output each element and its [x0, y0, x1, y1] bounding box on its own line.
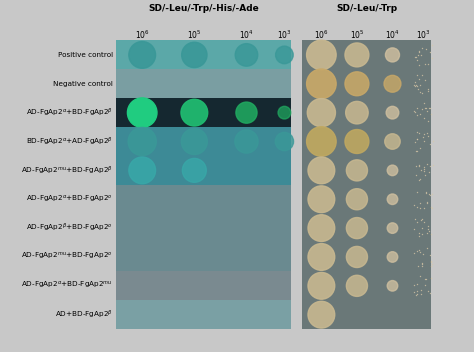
Ellipse shape [182, 128, 207, 155]
Ellipse shape [346, 189, 367, 210]
Ellipse shape [235, 130, 258, 153]
Ellipse shape [385, 134, 400, 149]
Ellipse shape [307, 127, 336, 156]
Bar [302, 69, 431, 98]
Bar [116, 214, 291, 243]
Bar [302, 98, 431, 127]
Ellipse shape [387, 223, 398, 233]
Bar [116, 185, 291, 214]
Ellipse shape [308, 272, 335, 299]
Text: SD/-Leu/-Trp: SD/-Leu/-Trp [337, 4, 397, 13]
Text: AD+BD-FgAp2$^{\beta}$: AD+BD-FgAp2$^{\beta}$ [55, 309, 113, 321]
Ellipse shape [129, 157, 155, 184]
Text: 10$^4$: 10$^4$ [239, 29, 254, 42]
Text: 10$^6$: 10$^6$ [135, 29, 150, 42]
Bar [116, 69, 291, 98]
Ellipse shape [385, 48, 400, 62]
Text: BD-FgAp2$^{\alpha}$+AD-FgAp2$^{\beta}$: BD-FgAp2$^{\alpha}$+AD-FgAp2$^{\beta}$ [26, 136, 113, 147]
Bar [116, 271, 291, 300]
Ellipse shape [386, 106, 399, 119]
Ellipse shape [387, 281, 398, 291]
Text: 10$^3$: 10$^3$ [416, 29, 431, 42]
Bar [302, 271, 431, 300]
Ellipse shape [387, 165, 398, 176]
Ellipse shape [307, 99, 336, 127]
Text: AD-FgAp2$^{\alpha}$+BD-FgAp2$^{mu}$: AD-FgAp2$^{\alpha}$+BD-FgAp2$^{mu}$ [21, 280, 113, 291]
Text: 10$^5$: 10$^5$ [187, 29, 201, 42]
Bar [302, 300, 431, 329]
Ellipse shape [308, 244, 335, 270]
Ellipse shape [384, 75, 401, 92]
Ellipse shape [345, 72, 369, 96]
Ellipse shape [346, 160, 367, 181]
Ellipse shape [346, 218, 367, 239]
Ellipse shape [346, 101, 368, 124]
Ellipse shape [308, 215, 335, 241]
Bar [302, 127, 431, 156]
Text: SD/-Leu/-Trp/-His/-Ade: SD/-Leu/-Trp/-His/-Ade [148, 4, 259, 13]
Text: AD-FgAp2$^{\alpha}$+BD-FgAp2$^{o}$: AD-FgAp2$^{\alpha}$+BD-FgAp2$^{o}$ [26, 194, 113, 205]
Text: Negative control: Negative control [53, 81, 113, 87]
Bar [116, 127, 291, 156]
Ellipse shape [236, 102, 257, 123]
Ellipse shape [308, 186, 335, 213]
Text: AD-FgAp2$^{\alpha}$+BD-FgAp2$^{\beta}$: AD-FgAp2$^{\alpha}$+BD-FgAp2$^{\beta}$ [26, 107, 113, 119]
Ellipse shape [182, 158, 206, 182]
Ellipse shape [129, 42, 155, 68]
Bar [116, 40, 291, 69]
Ellipse shape [278, 106, 291, 119]
Bar [116, 243, 291, 271]
Bar [116, 300, 291, 329]
Ellipse shape [308, 301, 335, 328]
Ellipse shape [387, 194, 398, 205]
Bar [116, 98, 291, 127]
Bar [116, 156, 291, 185]
Ellipse shape [346, 246, 367, 268]
Bar [302, 40, 431, 69]
Text: 10$^3$: 10$^3$ [277, 29, 292, 42]
Text: 10$^4$: 10$^4$ [385, 29, 400, 42]
Ellipse shape [307, 69, 336, 99]
Ellipse shape [182, 42, 207, 68]
Ellipse shape [128, 98, 157, 127]
Bar [302, 214, 431, 243]
Text: AD-FgAp2$^{\beta}$+BD-FgAp2$^{o}$: AD-FgAp2$^{\beta}$+BD-FgAp2$^{o}$ [26, 222, 113, 234]
Text: AD-FgAp2$^{mu}$+BD-FgAp2$^{\beta}$: AD-FgAp2$^{mu}$+BD-FgAp2$^{\beta}$ [21, 164, 113, 176]
Ellipse shape [387, 252, 398, 262]
Ellipse shape [308, 157, 335, 184]
Ellipse shape [181, 99, 208, 126]
Ellipse shape [307, 40, 336, 70]
Ellipse shape [345, 130, 369, 153]
Ellipse shape [275, 132, 293, 151]
Ellipse shape [128, 127, 156, 156]
Ellipse shape [346, 275, 367, 296]
Text: AD-FgAp2$^{mu}$+BD-FgAp2$^{o}$: AD-FgAp2$^{mu}$+BD-FgAp2$^{o}$ [21, 251, 113, 263]
Bar [302, 243, 431, 271]
Text: 10$^5$: 10$^5$ [350, 29, 364, 42]
Ellipse shape [345, 43, 369, 67]
Text: 10$^6$: 10$^6$ [314, 29, 329, 42]
Bar [302, 185, 431, 214]
Ellipse shape [235, 44, 258, 66]
Text: Positive control: Positive control [58, 52, 113, 58]
Bar [302, 156, 431, 185]
Ellipse shape [275, 46, 293, 64]
